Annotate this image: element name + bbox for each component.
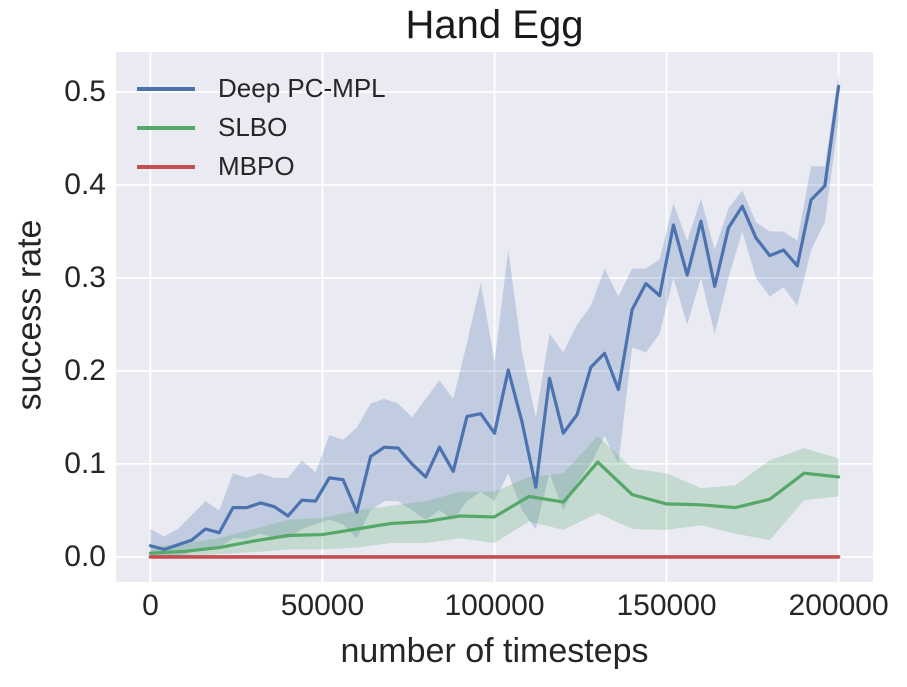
x-tick-label: 0 (142, 589, 159, 622)
legend: Deep PC-MPL SLBO MBPO (137, 69, 386, 186)
x-tick-label: 100000 (444, 589, 545, 622)
y-tick-label: 0.0 (64, 539, 106, 573)
x-tick-label: 50000 (280, 589, 365, 622)
x-axis-label: number of timesteps (340, 632, 649, 670)
slbo-band (150, 436, 839, 557)
deep-pc-mpl-band (150, 73, 839, 557)
legend-item-slbo: SLBO (137, 108, 386, 147)
mbpo-legend-line (137, 164, 195, 169)
x-tick-label: 200000 (788, 589, 889, 622)
slbo-legend-line (137, 125, 195, 130)
y-tick-label: 0.5 (64, 74, 106, 108)
y-tick-label: 0.4 (64, 167, 106, 201)
legend-label: Deep PC-MPL (218, 73, 386, 103)
y-axis-label: success rate (10, 219, 49, 411)
y-tick-label: 0.3 (64, 260, 106, 294)
legend-label: MBPO (218, 151, 295, 181)
y-tick-label: 0.2 (64, 353, 106, 387)
legend-item-mbpo: MBPO (137, 147, 386, 186)
deep-pc-mpl-line (148, 84, 841, 552)
chart-title: Hand Egg (405, 3, 584, 47)
x-tick-label: 150000 (616, 589, 717, 622)
deep-pc-mpl-legend-line (137, 86, 195, 91)
slbo-line (148, 460, 841, 555)
legend-label: SLBO (218, 112, 288, 142)
legend-item-deep-pc-mpl: Deep PC-MPL (137, 69, 386, 108)
y-tick-label: 0.1 (64, 446, 106, 480)
